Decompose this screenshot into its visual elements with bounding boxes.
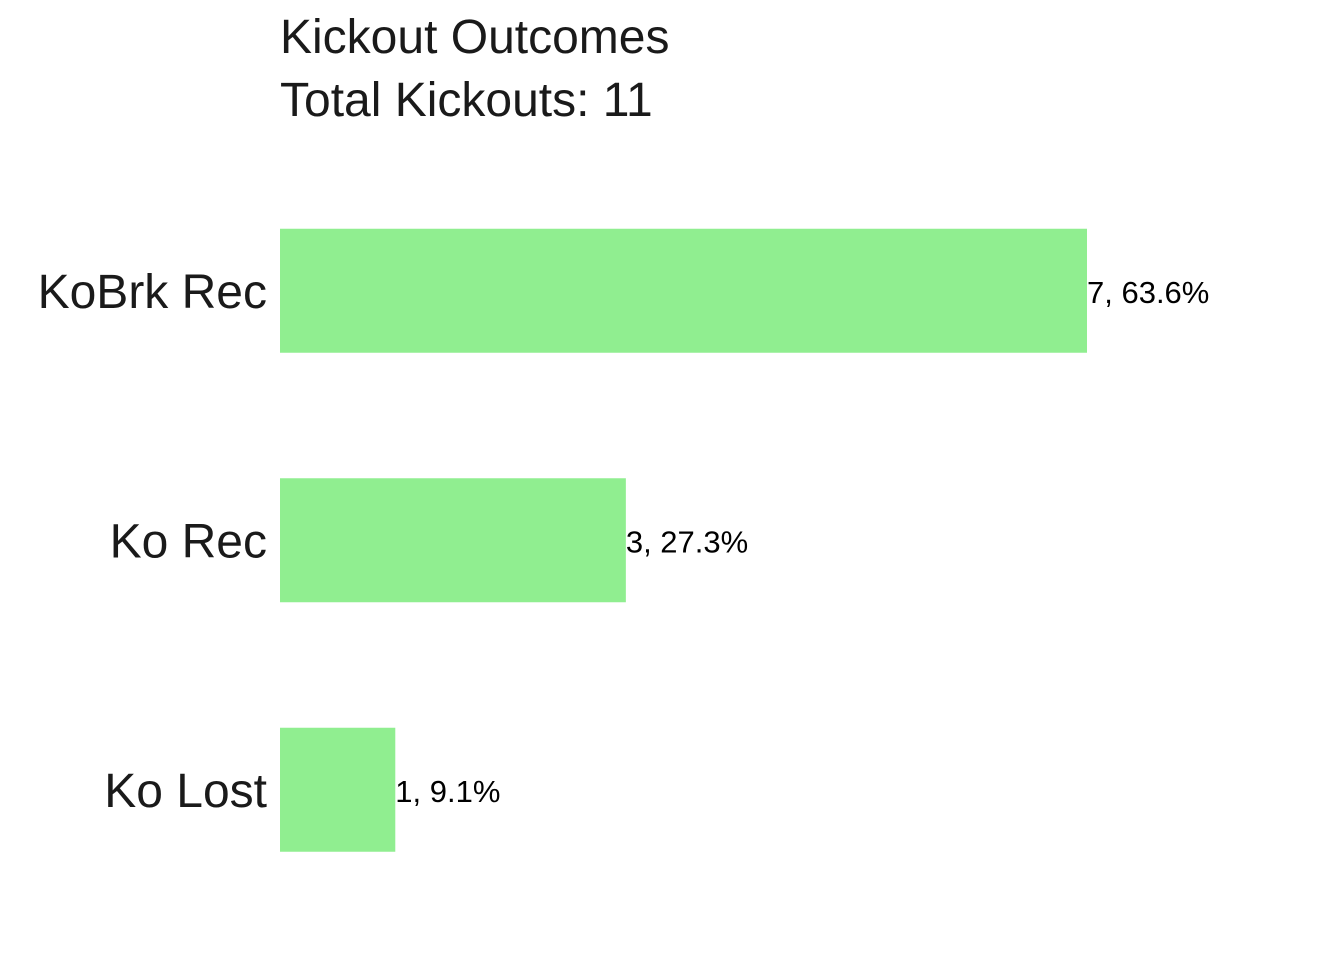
category-label-0: KoBrk Rec	[38, 266, 267, 319]
bar-2	[280, 727, 396, 852]
data-label-2: 1, 9.1%	[395, 774, 500, 809]
category-label-2: Ko Lost	[104, 765, 267, 818]
data-label-1: 3, 27.3%	[626, 524, 748, 559]
chart-subtitle: Total Kickouts: 11	[280, 74, 653, 127]
data-label-0: 7, 63.6%	[1087, 275, 1209, 310]
bars-group: KoBrk Rec 7, 63.6% Ko Rec 3, 27.3% Ko Lost 1,…	[38, 228, 1209, 852]
bar-1	[280, 478, 626, 603]
category-label-1: Ko Rec	[110, 515, 267, 568]
chart-title: Kickout Outcomes	[280, 11, 669, 64]
bar-0	[280, 228, 1087, 353]
